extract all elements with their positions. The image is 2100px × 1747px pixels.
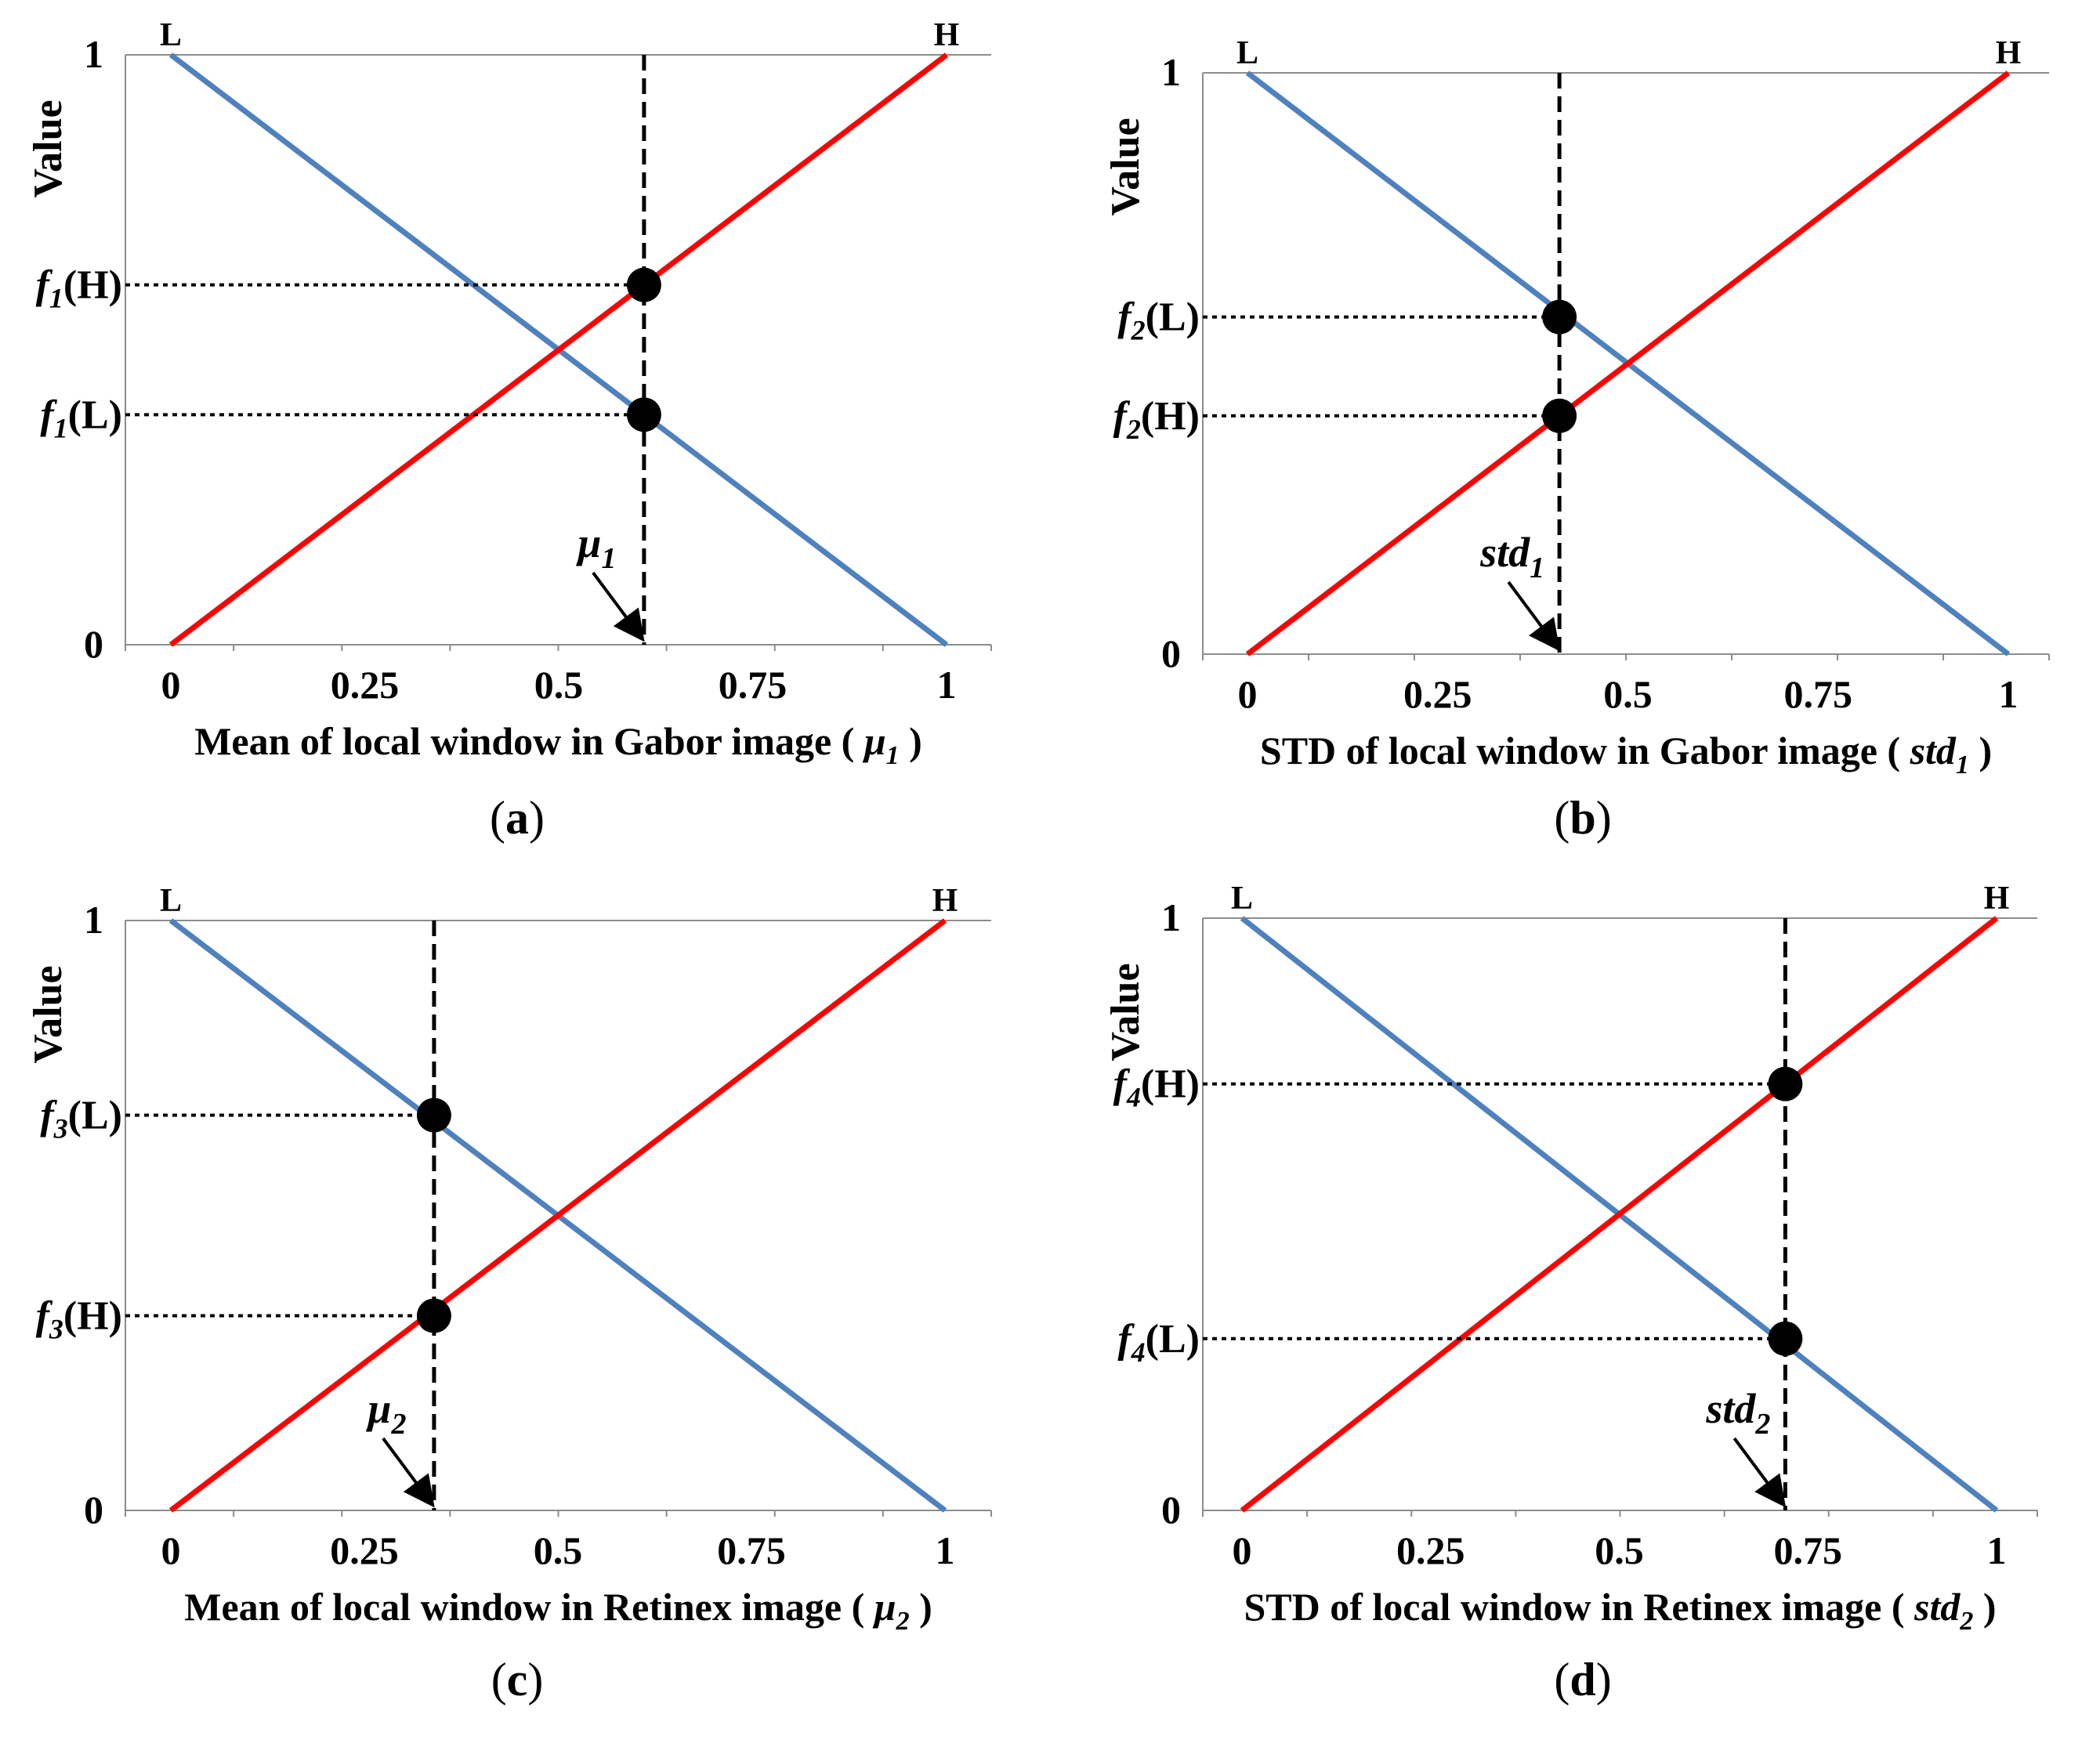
y-axis-label: Value [1103,118,1148,215]
panel-label-c: (c) [491,1654,544,1705]
x-tick-label: 0.25 [1403,672,1472,716]
series-line-H [1240,916,1999,1513]
series-line-H [168,918,947,1513]
point-label: f2(L) [1117,295,1200,346]
panel-label-a: (a) [490,792,545,844]
y-axis-label: Value [26,965,71,1063]
intersection-point [416,1098,451,1133]
x-tick-label: 0 [161,663,181,707]
chart-panel-c: L H 0 1 0 0.25 0.5 0.75 1 Value Mean of local wind… [26,883,992,1636]
x-tick-label: 0.25 [330,1528,399,1572]
annotation-label: std1 [1479,529,1544,584]
chart-panel-d: L H 0 1 0 0.25 0.5 0.75 1 Value STD of local windo… [1103,881,2038,1636]
x-tick-label: 0 [1238,672,1258,716]
point-label: f2(H) [1113,394,1200,445]
series-label-H: H [934,17,960,53]
intersection-point [416,1298,451,1333]
point-label: f4(H) [1113,1062,1200,1113]
x-tick-label: 0.5 [534,663,584,707]
x-axis-label: Mean of local window in Retinex image ( … [184,1585,932,1636]
point-label: f3(H) [36,1294,122,1345]
panel-label-d: (d) [1554,1654,1612,1705]
x-tick-label: 0.5 [1603,672,1653,716]
x-tick-label: 0.25 [1396,1528,1465,1572]
annotation-arrow [1732,1437,1787,1508]
series-line-H [1245,71,2011,656]
y-tick-label: 0 [1161,631,1181,675]
point-label: f4(L) [1117,1317,1200,1368]
chart-panel-a: L H 0 1 0 0.25 0.5 0.75 1 Value Mean of local wind… [26,17,992,770]
annotation-label: std2 [1705,1385,1770,1441]
x-tick-label: 0.75 [717,1528,786,1572]
x-axis-label: STD of local window in Retinex image ( s… [1244,1585,1996,1636]
intersection-point [626,267,661,302]
x-tick-label: 0.75 [719,663,788,707]
y-axis-label: Value [1103,963,1148,1061]
y-tick-label: 0 [84,622,103,666]
intersection-point [1768,1321,1803,1356]
annotation-label: μ1 [575,519,616,575]
series-label-L: L [160,17,182,53]
series-label-L: L [1236,35,1258,71]
intersection-point [626,397,661,432]
x-tick-label: 0 [1233,1528,1252,1572]
point-label: f1(L) [40,392,122,443]
panel-label-b: (b) [1554,792,1612,844]
x-tick-label: 0.5 [1595,1528,1644,1572]
annotation-arrow [1507,581,1560,652]
x-tick-label: 1 [1999,672,2019,716]
x-tick-label: 0.75 [1774,1528,1843,1572]
y-axis-label: Value [26,99,71,197]
x-tick-label: 0 [161,1528,181,1572]
annotation-arrow [592,571,645,642]
x-axis-label: Mean of local window in Gabor image ( μ1… [194,719,922,770]
x-tick-label: 1 [936,1528,955,1572]
series-line-H [168,52,949,647]
annotation-arrow [382,1437,435,1508]
series-label-H: H [1984,881,2010,917]
series-label-H: H [932,883,958,919]
series-label-L: L [1231,881,1253,917]
intersection-point [1542,299,1577,335]
y-tick-label: 1 [1161,895,1181,939]
intersection-point [1542,398,1577,433]
x-tick-label: 0.75 [1784,672,1853,716]
x-axis-label: STD of local window in Gabor image ( std… [1260,729,1992,779]
point-label: f1(H) [36,263,122,314]
y-tick-label: 1 [1161,50,1181,94]
annotation-label: μ2 [365,1385,406,1441]
intersection-point [1768,1066,1803,1101]
point-label: f3(L) [40,1093,122,1144]
x-tick-label: 0.25 [331,663,400,707]
y-tick-label: 1 [84,32,103,76]
series-label-L: L [160,883,182,919]
series-label-H: H [1996,35,2022,71]
y-tick-label: 0 [1161,1488,1181,1532]
x-tick-label: 1 [1987,1528,2007,1572]
y-tick-label: 0 [84,1488,103,1532]
x-tick-label: 1 [937,663,957,707]
chart-panel-b: L H 0 1 0 0.25 0.5 0.75 1 Value STD of local windo… [1103,35,2050,779]
y-tick-label: 1 [84,898,103,942]
x-tick-label: 0.5 [534,1528,583,1572]
